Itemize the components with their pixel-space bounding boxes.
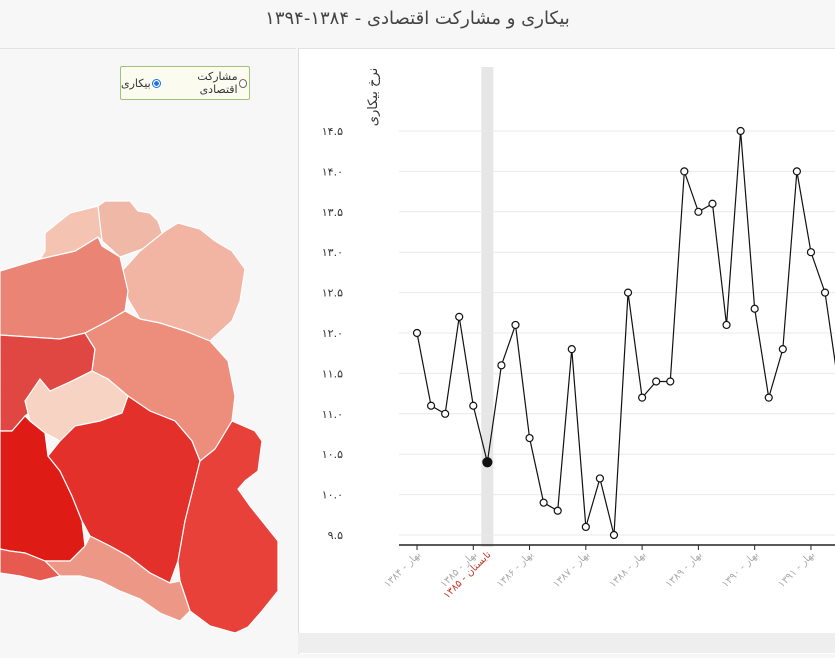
y-tick-label: ۱۴.۰ [322, 165, 343, 178]
data-point[interactable] [694, 207, 703, 216]
data-point[interactable] [412, 328, 422, 338]
data-point[interactable] [638, 393, 647, 402]
data-point[interactable] [511, 320, 520, 330]
map-region-r4[interactable] [38, 205, 103, 260]
x-tick-label: بهار - ۱۳۸۴ [382, 549, 423, 590]
option-participation[interactable]: مشارکت اقتصادی [163, 70, 247, 96]
data-point[interactable] [539, 498, 548, 507]
data-point[interactable] [820, 288, 830, 297]
data-point[interactable] [736, 126, 745, 136]
data-point[interactable] [750, 304, 759, 313]
data-point[interactable] [722, 320, 731, 330]
highlight-band [481, 67, 494, 547]
data-point[interactable] [595, 474, 605, 483]
option-unemployment-label: بیکاری [121, 76, 151, 90]
chart-panel: ۹.۵ ۱۰.۰ ۱۰.۵ ۱۱.۰ ۱۱.۵ ۱۲.۰ ۱۲.۵ ۱۳.۰ ۱۳.۵ ۱۴.۰ ۱… [298, 48, 835, 654]
x-tick-label: بهار - ۱۳۸۹ [664, 549, 705, 590]
data-point[interactable] [581, 522, 590, 532]
data-point[interactable] [469, 401, 478, 410]
data-point[interactable] [567, 345, 576, 354]
y-tick-label: ۱۴.۵ [322, 125, 343, 138]
y-tick-label: ۱۳.۵ [322, 206, 343, 219]
x-tick-label: بهار - ۱۳۸۷ [551, 549, 592, 590]
unemployment-line-chart: ۹.۵ ۱۰.۰ ۱۰.۵ ۱۱.۰ ۱۱.۵ ۱۲.۰ ۱۲.۵ ۱۳.۰ ۱۳.۵ ۱۴.۰ ۱… [322, 67, 835, 601]
map-region-r2[interactable] [121, 222, 246, 342]
data-point[interactable] [680, 167, 689, 176]
province-map [0, 200, 279, 634]
data-point[interactable] [778, 345, 787, 354]
map-region-r12[interactable] [0, 548, 62, 582]
data-point[interactable] [708, 199, 717, 208]
data-point[interactable] [525, 433, 534, 443]
data-point[interactable] [764, 393, 773, 402]
y-tick-label: ۱۰.۵ [322, 448, 343, 461]
unemployment-radio[interactable] [151, 78, 161, 88]
indicator-toggle: مشارکت اقتصادی بیکاری [120, 66, 250, 100]
y-tick-label: ۱۰.۰ [322, 489, 343, 502]
data-point[interactable] [792, 167, 801, 176]
data-point[interactable] [623, 288, 633, 297]
x-tick-label: بهار - ۱۳۸۸ [607, 549, 648, 590]
data-point[interactable] [426, 401, 436, 410]
x-tick-label: بهار - ۱۳۹۱ [776, 549, 817, 590]
y-tick-label: ۱۲.۰ [322, 327, 343, 340]
data-point[interactable] [455, 312, 464, 321]
data-point[interactable] [666, 377, 675, 386]
page-title: بیکاری و مشارکت اقتصادی - ۱۳۸۴-۱۳۹۴ [265, 8, 570, 29]
participation-radio[interactable] [238, 78, 247, 88]
x-tick-label: بهار - ۱۳۹۰ [720, 549, 761, 590]
map-panel [0, 48, 296, 654]
y-tick-label: ۹.۵ [328, 529, 343, 542]
data-point[interactable] [652, 377, 661, 386]
y-tick-label: ۱۳.۰ [322, 246, 343, 259]
selected-data-point[interactable] [482, 457, 493, 468]
y-tick-label: ۱۱.۵ [322, 367, 343, 380]
data-point[interactable] [806, 248, 816, 257]
bottom-scrollbar [298, 633, 835, 653]
option-unemployment[interactable]: بیکاری [121, 77, 161, 90]
y-tick-label: ۱۱.۰ [322, 408, 343, 421]
x-tick-label: بهار - ۱۳۸۶ [495, 549, 536, 590]
map-region-r11[interactable] [43, 535, 191, 622]
y-axis-label: نرخ بیکاری [366, 68, 381, 126]
data-point[interactable] [497, 361, 506, 370]
data-point[interactable] [553, 506, 562, 515]
option-participation-label: مشارکت اقتصادی [197, 70, 238, 96]
y-tick-label: ۱۲.۵ [322, 287, 343, 300]
data-point[interactable] [609, 530, 619, 540]
map-region-r10[interactable] [177, 420, 279, 634]
data-point[interactable] [441, 409, 450, 418]
